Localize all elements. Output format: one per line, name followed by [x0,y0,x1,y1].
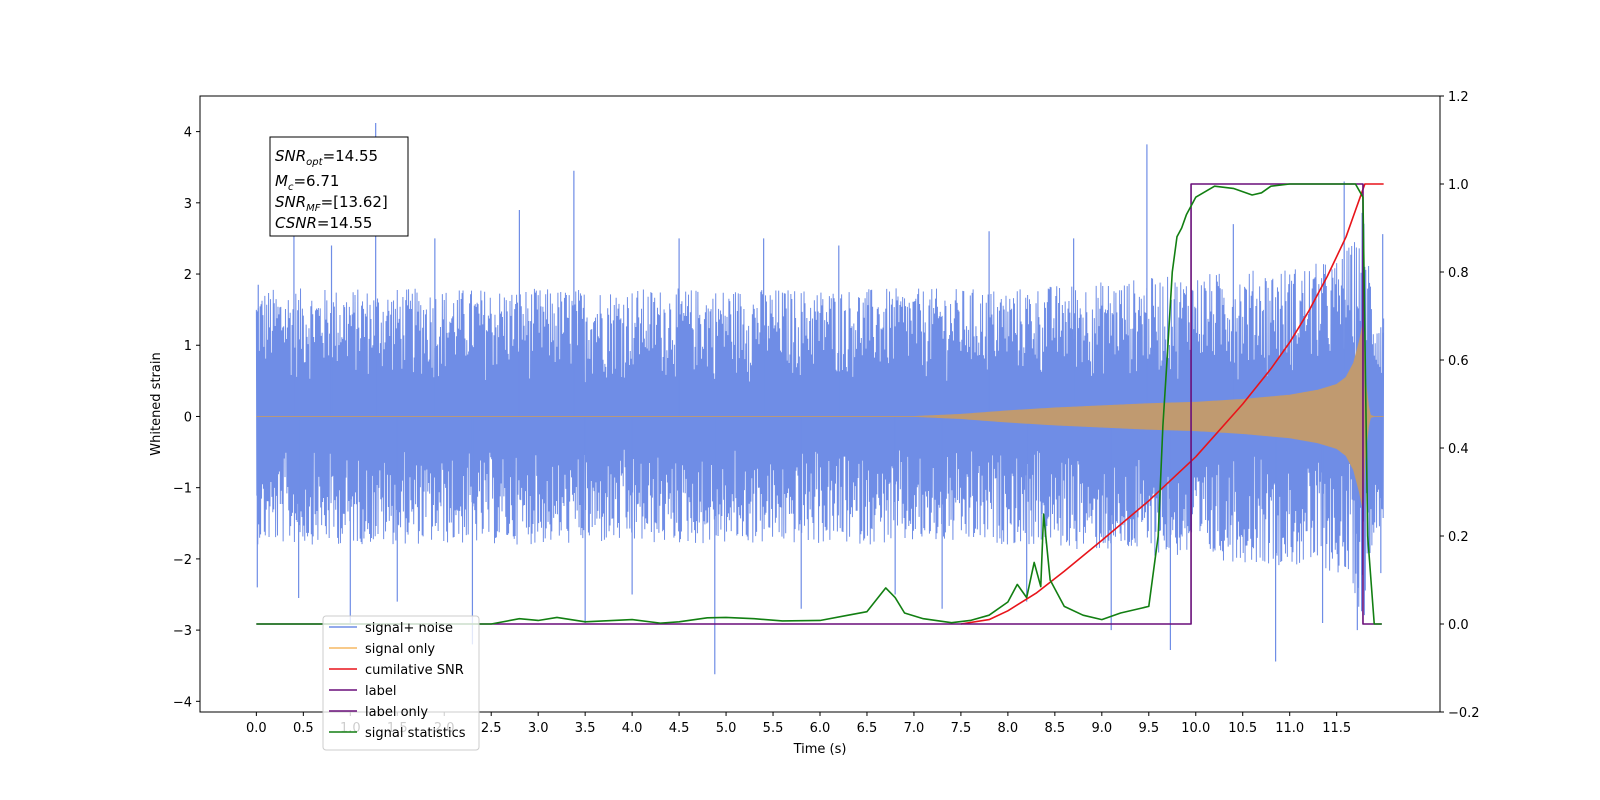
legend-label: signal+ noise [365,621,453,636]
x-tick-label: 0.5 [293,721,314,736]
plot-area [255,123,1385,675]
series-label [256,183,1382,625]
y-axis-label: Whitened strain [149,352,164,455]
y-tick-label: 3 [184,197,192,212]
y2-tick-label: 0.4 [1448,442,1469,457]
series-signal-noise [255,212,1385,616]
legend-label: signal only [365,642,435,657]
y-axis-right: 1.2 1.0 0.8 0.6 0.4 0.2 0.0 −0.2 [1440,90,1480,721]
y-tick-label: 4 [184,126,192,141]
x-tick-label: 10.0 [1181,721,1210,736]
y-tick-label: 2 [184,268,192,283]
x-tick-label: 8.0 [998,721,1019,736]
annotation-box: SNRopt=14.55 Mc=6.71 SNRMF=[13.62] CSNR=… [269,136,409,237]
legend-label: label [365,684,396,699]
x-tick-label: 5.0 [716,721,737,736]
legend-label: cumilative SNR [365,663,464,678]
series-cumulative-snr [960,183,1384,625]
y-tick-label: 1 [184,339,192,354]
x-tick-label: 9.0 [1091,721,1112,736]
x-tick-label: 7.0 [904,721,925,736]
annotation-mc: Mc=6.71 [275,172,339,193]
x-tick-label: 4.5 [669,721,690,736]
x-tick-label: 2.5 [481,721,502,736]
y2-tick-label: 0.8 [1448,266,1469,281]
y-tick-label: −4 [173,695,192,710]
x-tick-label: 6.5 [857,721,878,736]
x-tick-label: 11.0 [1275,721,1304,736]
x-tick-label: 0.0 [246,721,267,736]
annotation-frame [269,136,409,237]
legend-frame [322,615,480,751]
x-tick-label: 8.5 [1045,721,1066,736]
y2-tick-label: 0.6 [1448,354,1469,369]
x-tick-label: 3.5 [575,721,596,736]
y-axis-left: 4 3 2 1 0 −1 −2 −3 −4 [173,126,200,710]
y-tick-label: −2 [173,553,192,568]
legend-label: label only [365,705,428,720]
x-tick-label: 5.5 [763,721,784,736]
y-tick-label: −1 [173,482,192,497]
y2-tick-label: 1.0 [1448,178,1469,193]
x-tick-label: 7.5 [951,721,972,736]
y-tick-label: −3 [173,624,192,639]
x-tick-label: 4.0 [622,721,643,736]
annotation-snr-opt: SNRopt=14.55 [275,147,378,168]
x-tick-label: 11.5 [1322,721,1351,736]
legend-label: signal statistics [365,726,466,741]
x-axis-label: Time (s) [793,742,847,757]
y2-tick-label: −0.2 [1448,706,1480,721]
x-tick-label: 9.5 [1138,721,1159,736]
y-tick-label: 0 [184,410,192,425]
y2-tick-label: 0.2 [1448,530,1469,545]
annotation-csnr: CSNR=14.55 [275,214,372,232]
y2-tick-label: 0.0 [1448,618,1469,633]
series-signal-statistics [256,183,1382,625]
x-tick-label: 10.5 [1228,721,1257,736]
x-tick-label: 6.0 [810,721,831,736]
x-tick-label: 3.0 [528,721,549,736]
annotation-snr-mf: SNRMF=[13.62] [275,193,388,214]
legend: signal+ noise signal only cumilative SNR la… [322,615,480,751]
y2-tick-label: 1.2 [1448,90,1469,105]
series-signal-only [256,323,1384,510]
